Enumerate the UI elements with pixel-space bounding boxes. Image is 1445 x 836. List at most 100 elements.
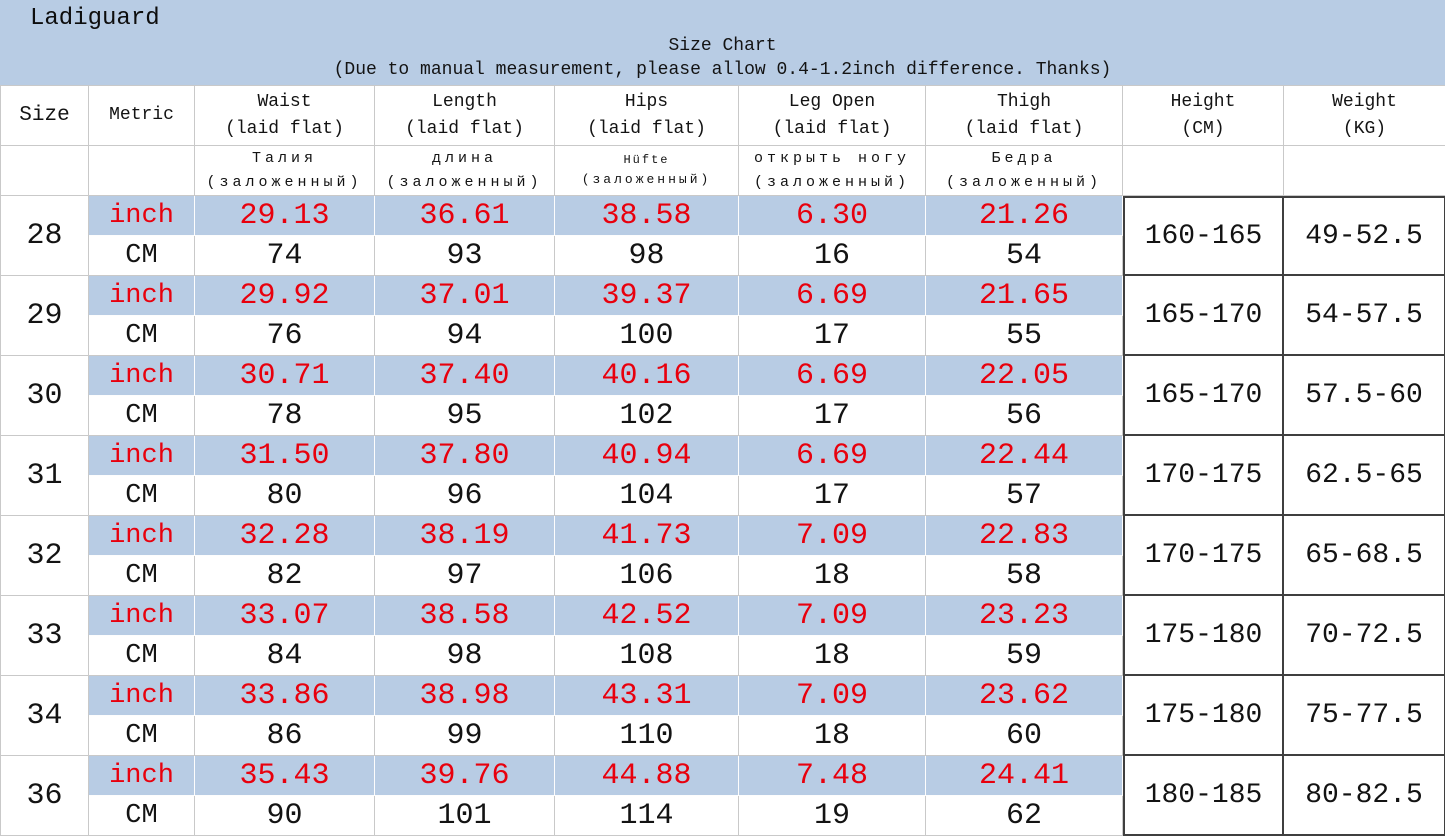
waist-cm-value: 74 — [195, 236, 375, 276]
translation-label: Бедра — [991, 150, 1057, 168]
leg-open-cm-value: 18 — [739, 716, 926, 756]
col-header-waist: Waist (laid flat) — [195, 86, 375, 146]
hips-cm-value: 98 — [555, 236, 739, 276]
thigh-cm-value: 58 — [926, 556, 1123, 596]
translation-label: Hüfte — [623, 153, 670, 168]
thigh-inch-value: 22.44 — [926, 436, 1123, 476]
col-label: Height — [1170, 91, 1236, 112]
thigh-inch-value: 22.83 — [926, 516, 1123, 556]
weight-range: 65-68.5 — [1284, 516, 1445, 596]
col-label: Leg Open — [788, 91, 876, 112]
col-sublabel: (laid flat) — [964, 118, 1084, 139]
metric-inch-label: inch — [89, 356, 195, 396]
leg-open-cm-value: 17 — [739, 316, 926, 356]
thigh-inch-value: 24.41 — [926, 756, 1123, 796]
size-value: 33 — [1, 596, 89, 676]
waist-inch-value: 31.50 — [195, 436, 375, 476]
translation-empty — [1123, 146, 1284, 196]
col-label: Size — [19, 103, 70, 127]
leg-open-inch-value: 7.09 — [739, 596, 926, 636]
leg-open-inch-value: 6.69 — [739, 276, 926, 316]
table-row-cm: CM 82 97 106 18 58 — [1, 556, 1445, 596]
translation-sublabel: (заложенный) — [945, 173, 1103, 191]
col-label: Waist — [257, 91, 312, 112]
thigh-cm-value: 54 — [926, 236, 1123, 276]
translation-empty — [1, 146, 89, 196]
col-label: Length — [432, 91, 497, 112]
hips-inch-value: 38.58 — [555, 196, 739, 236]
table-row-cm: CM 86 99 110 18 60 — [1, 716, 1445, 756]
col-label: Weight — [1332, 91, 1397, 112]
leg-open-cm-value: 19 — [739, 796, 926, 836]
translation-empty — [1284, 146, 1445, 196]
thigh-cm-value: 57 — [926, 476, 1123, 516]
hips-cm-value: 106 — [555, 556, 739, 596]
metric-cm-label: CM — [89, 796, 195, 836]
hips-inch-value: 40.16 — [555, 356, 739, 396]
thigh-inch-value: 23.23 — [926, 596, 1123, 636]
size-value: 32 — [1, 516, 89, 596]
translation-empty — [89, 146, 195, 196]
translation-hips: Hüfte (заложенный) — [555, 146, 739, 196]
translation-leg-open: открыть ногу (заложенный) — [739, 146, 926, 196]
height-range: 165-170 — [1123, 276, 1284, 356]
hips-inch-value: 39.37 — [555, 276, 739, 316]
leg-open-cm-value: 18 — [739, 636, 926, 676]
metric-cm-label: CM — [89, 236, 195, 276]
length-cm-value: 97 — [375, 556, 555, 596]
length-cm-value: 99 — [375, 716, 555, 756]
metric-cm-label: CM — [89, 316, 195, 356]
hips-inch-value: 40.94 — [555, 436, 739, 476]
waist-cm-value: 78 — [195, 396, 375, 436]
hips-cm-value: 104 — [555, 476, 739, 516]
leg-open-inch-value: 6.69 — [739, 436, 926, 476]
col-sublabel: (laid flat) — [772, 118, 892, 139]
length-inch-value: 38.19 — [375, 516, 555, 556]
table-row-inch: 32 inch 32.28 38.19 41.73 7.09 22.83 170… — [1, 516, 1445, 596]
translation-length: длина (заложенный) — [375, 146, 555, 196]
col-header-leg-open: Leg Open (laid flat) — [739, 86, 926, 146]
translation-label: длина — [431, 150, 497, 168]
column-header-row: Size Metric Waist (laid flat) Length (laid… — [1, 86, 1445, 146]
weight-range: 70-72.5 — [1284, 596, 1445, 676]
thigh-cm-value: 62 — [926, 796, 1123, 836]
leg-open-inch-value: 7.09 — [739, 516, 926, 556]
hips-inch-value: 44.88 — [555, 756, 739, 796]
translation-sublabel: (заложенный) — [581, 171, 712, 187]
size-value: 30 — [1, 356, 89, 436]
waist-cm-value: 82 — [195, 556, 375, 596]
table-row-cm: CM 76 94 100 17 55 — [1, 316, 1445, 356]
col-header-size: Size — [1, 86, 89, 146]
metric-inch-label: inch — [89, 596, 195, 636]
hips-inch-value: 42.52 — [555, 596, 739, 636]
waist-inch-value: 33.86 — [195, 676, 375, 716]
translation-sublabel: (заложенный) — [753, 173, 911, 191]
size-value: 28 — [1, 196, 89, 276]
col-label: Hips — [624, 91, 669, 112]
size-chart-table: Size Metric Waist (laid flat) Length (laid… — [0, 85, 1445, 836]
metric-inch-label: inch — [89, 276, 195, 316]
thigh-inch-value: 22.05 — [926, 356, 1123, 396]
size-value: 36 — [1, 756, 89, 836]
table-row-cm: CM 74 93 98 16 54 — [1, 236, 1445, 276]
size-value: 31 — [1, 436, 89, 516]
table-row-cm: CM 78 95 102 17 56 — [1, 396, 1445, 436]
table-row-cm: CM 90 101 114 19 62 — [1, 796, 1445, 836]
hips-inch-value: 43.31 — [555, 676, 739, 716]
waist-inch-value: 30.71 — [195, 356, 375, 396]
leg-open-inch-value: 6.30 — [739, 196, 926, 236]
waist-cm-value: 90 — [195, 796, 375, 836]
thigh-cm-value: 55 — [926, 316, 1123, 356]
height-range: 170-175 — [1123, 516, 1284, 596]
waist-inch-value: 33.07 — [195, 596, 375, 636]
length-inch-value: 37.40 — [375, 356, 555, 396]
waist-inch-value: 35.43 — [195, 756, 375, 796]
length-cm-value: 96 — [375, 476, 555, 516]
col-header-height: Height (CM) — [1123, 86, 1284, 146]
length-inch-value: 37.01 — [375, 276, 555, 316]
size-value: 29 — [1, 276, 89, 356]
length-cm-value: 98 — [375, 636, 555, 676]
metric-cm-label: CM — [89, 556, 195, 596]
height-range: 175-180 — [1123, 676, 1284, 756]
length-cm-value: 95 — [375, 396, 555, 436]
